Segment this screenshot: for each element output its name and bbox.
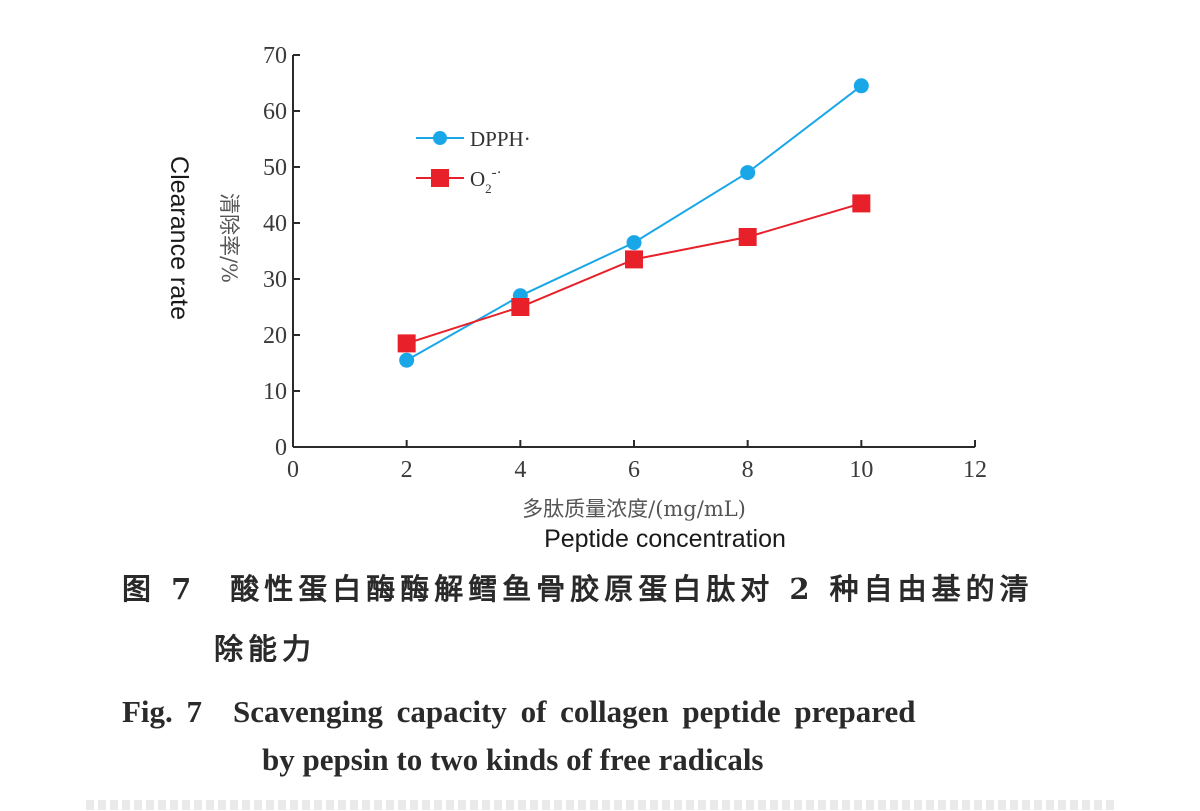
caption-cn-line2: 除能力 [214, 632, 317, 666]
y-tick-label: 30 [263, 267, 287, 293]
page-bottom-border [86, 800, 1116, 810]
y-axis-label-en: Clearance rate [165, 156, 193, 320]
x-tick-label: 12 [963, 457, 987, 483]
legend-label-o2: O2-· [470, 165, 502, 196]
data-point [625, 250, 643, 269]
legend-label-o2-sub: 2 [485, 181, 492, 196]
x-axis-label-en: Peptide concentration [544, 525, 786, 553]
series-line [406, 202, 862, 345]
caption-cn-line1: 图 7 酸性蛋白酶酶解鳕鱼骨胶原蛋白肽对 2 种自由基的清 [122, 572, 1034, 606]
y-tick-label: 20 [263, 323, 287, 349]
x-ticks: 0 2 4 6 8 10 12 [287, 440, 987, 483]
data-point [626, 235, 642, 251]
legend-label-o2-main: O [470, 167, 485, 191]
caption-en-line1: Fig. 7 Scavenging capacity of collagen p… [122, 694, 916, 729]
legend-label-dpph: DPPH· [470, 127, 531, 151]
x-tick-label: 0 [287, 457, 299, 483]
data-point [397, 334, 416, 353]
x-tick-label: 2 [401, 457, 413, 483]
x-tick-label: 8 [742, 457, 754, 483]
y-tick-label: 60 [263, 99, 287, 125]
legend-item-o2: O2-· [416, 165, 502, 196]
y-ticks: 0 10 20 30 40 50 60 70 [263, 43, 300, 461]
y-tick-label: 10 [263, 379, 287, 405]
series-dpph [399, 78, 869, 368]
y-axis-label-cn: 清除率/% [217, 193, 241, 283]
data-point [511, 298, 530, 316]
x-tick-label: 10 [849, 457, 873, 483]
y-tick-label: 40 [263, 211, 287, 237]
data-point [853, 78, 869, 94]
legend-label-o2-sup: -· [492, 165, 502, 181]
series-layer [397, 78, 871, 368]
legend: DPPH· O2-· [416, 127, 531, 196]
y-tick-label: 70 [263, 43, 287, 69]
series-o2 [397, 194, 871, 353]
legend-item-dpph: DPPH· [416, 127, 531, 151]
data-point [399, 352, 415, 368]
x-tick-label: 6 [628, 457, 640, 483]
caption-en-line2: by pepsin to two kinds of free radicals [262, 742, 764, 777]
data-point [852, 194, 871, 213]
x-axis-label-cn: 多肽质量浓度/(mg/mL) [522, 497, 746, 521]
data-point [740, 165, 756, 181]
legend-marker-dpph [433, 131, 447, 145]
y-tick-label: 50 [263, 155, 287, 181]
x-tick-label: 4 [514, 457, 526, 483]
data-point [738, 228, 757, 246]
legend-marker-o2 [431, 169, 449, 187]
y-tick-label: 0 [275, 435, 287, 461]
